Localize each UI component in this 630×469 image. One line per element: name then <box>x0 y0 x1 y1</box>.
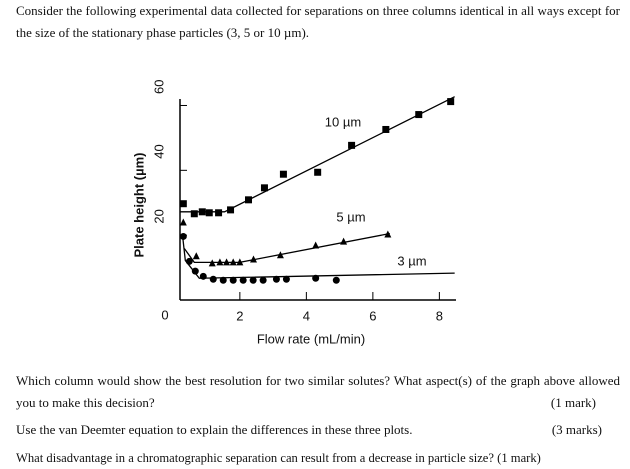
x-axis-label: Flow rate (mL/min) <box>257 331 365 346</box>
square-point <box>447 98 455 106</box>
circle-point <box>229 276 237 284</box>
triangle-point <box>208 259 216 267</box>
triangle-point <box>229 258 237 266</box>
series-label: 10 µm <box>325 114 361 129</box>
fit-curve <box>183 232 390 264</box>
question-1: Which column would show the best resolut… <box>16 370 620 414</box>
fit-curve <box>180 96 455 213</box>
circle-point <box>185 257 193 265</box>
x-tick-label: 6 <box>369 308 376 323</box>
triangle-point <box>216 258 224 266</box>
y-tick-label: 20 <box>151 209 166 223</box>
circle-point <box>219 276 227 284</box>
circle-point <box>209 275 217 283</box>
intro: Consider the following experimental data… <box>16 3 620 40</box>
circle-point <box>259 276 267 284</box>
triangle-point <box>384 230 392 238</box>
circle-point <box>179 232 187 240</box>
circle-point <box>199 272 207 280</box>
x-tick-label: 4 <box>303 308 310 323</box>
y-tick-label: 60 <box>151 79 166 93</box>
square-point <box>415 111 423 119</box>
triangle-point <box>340 237 348 245</box>
square-point <box>348 141 356 149</box>
square-point <box>190 210 198 218</box>
triangle-point <box>276 251 284 259</box>
y-axis-label: Plate height (µm) <box>131 153 146 258</box>
square-point <box>179 200 187 208</box>
square-point <box>260 184 268 192</box>
circle-point <box>239 276 247 284</box>
square-point <box>198 208 206 216</box>
circle-point <box>191 267 199 275</box>
y-tick-label: 0 <box>161 307 168 322</box>
series-label: 5 µm <box>336 209 365 224</box>
square-point <box>279 170 287 178</box>
question-text: What disadvantage in a chromatographic s… <box>16 451 494 465</box>
question-text: Use the van Deemter equation to explain … <box>16 422 413 437</box>
x-tick-label: 8 <box>436 308 443 323</box>
marks: (1 mark) <box>550 395 596 410</box>
triangle-point <box>223 258 231 266</box>
x-tick-label: 2 <box>236 308 243 323</box>
question-3: What disadvantage in a chromatographic s… <box>16 447 628 469</box>
circle-point <box>282 275 290 283</box>
triangle-point <box>192 252 200 260</box>
circle-point <box>332 276 340 284</box>
marks: (3 marks) <box>551 422 602 437</box>
square-point <box>227 206 235 214</box>
y-tick-label: 40 <box>151 144 166 158</box>
triangle-point <box>249 255 257 263</box>
series-label: 3 µm <box>397 253 426 268</box>
square-point <box>215 209 223 217</box>
triangle-point <box>179 218 187 226</box>
square-point <box>314 168 322 176</box>
circle-point <box>249 276 257 284</box>
marks: (1 mark) <box>497 451 541 465</box>
triangle-point <box>312 241 320 249</box>
circle-point <box>312 274 320 282</box>
circle-point <box>272 275 280 283</box>
question-text: Which column would show the best resolut… <box>16 373 620 410</box>
square-point <box>205 209 213 217</box>
triangle-point <box>236 258 244 266</box>
square-point <box>245 196 253 204</box>
question-2: Use the van Deemter equation to explain … <box>16 419 620 441</box>
square-point <box>382 125 390 133</box>
